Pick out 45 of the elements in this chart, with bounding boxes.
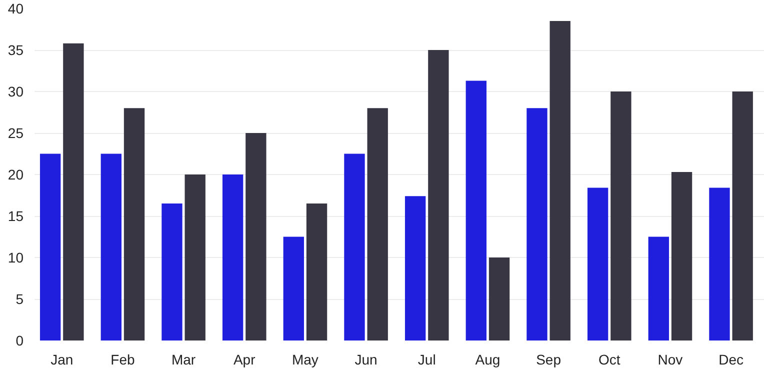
bar	[648, 236, 669, 340]
bar	[246, 133, 266, 340]
x-tick-label: Mar	[171, 352, 196, 368]
bar	[526, 108, 548, 340]
y-tick-label: 5	[16, 291, 24, 307]
bar	[671, 172, 692, 340]
x-tick-label: Feb	[110, 352, 135, 368]
y-tick-label: 35	[8, 42, 24, 58]
bar	[550, 20, 570, 340]
bar	[732, 92, 753, 340]
x-tick-label: Jul	[418, 352, 436, 368]
y-tick-label: 25	[8, 125, 24, 141]
bar	[367, 108, 388, 340]
x-tick-label: Sep	[536, 352, 562, 368]
bar	[283, 236, 304, 340]
bar	[306, 204, 328, 340]
bar	[124, 108, 145, 340]
bar	[488, 258, 510, 340]
y-tick-label: 30	[8, 84, 24, 100]
bar	[162, 204, 182, 340]
bar	[466, 80, 486, 340]
bar	[404, 196, 426, 340]
y-tick-label: 0	[16, 332, 24, 348]
bar	[587, 188, 608, 340]
x-tick-label: Nov	[658, 352, 683, 368]
bar	[63, 43, 84, 340]
x-tick-label: May	[292, 352, 318, 368]
bar	[40, 154, 61, 340]
y-tick-label: 15	[8, 208, 24, 224]
x-tick-label: Dec	[718, 352, 744, 368]
bar	[709, 188, 730, 340]
x-tick-label: Oct	[598, 352, 620, 368]
y-tick-label: 10	[8, 250, 24, 266]
x-tick-label: Jan	[50, 352, 74, 368]
x-tick-label: Aug	[475, 352, 500, 368]
bar	[344, 154, 365, 340]
x-tick-label: Apr	[233, 352, 256, 368]
bar	[428, 50, 449, 340]
y-tick-label: 40	[8, 0, 24, 16]
bar	[222, 174, 244, 340]
bar	[100, 154, 122, 340]
y-tick-label: 20	[8, 166, 24, 182]
bar	[184, 174, 206, 340]
bar	[610, 92, 632, 340]
x-tick-label: Jun	[354, 352, 378, 368]
